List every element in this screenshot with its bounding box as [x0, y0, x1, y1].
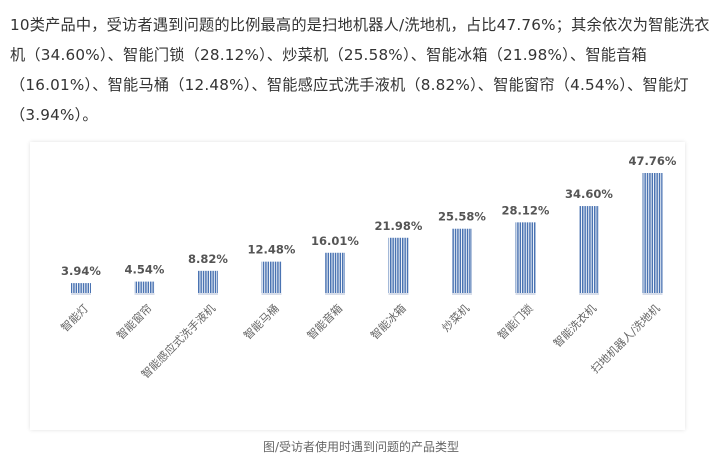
bar-shadow-4: [261, 293, 282, 295]
category-label-5: 智能音箱: [304, 301, 345, 342]
bar-5: [325, 252, 345, 293]
bar-shadow-9: [579, 293, 599, 295]
category-label-4: 智能马桶: [241, 301, 282, 342]
bar-shadow-1: [71, 293, 91, 295]
category-label-9: 智能洗衣机: [550, 301, 599, 350]
category-label-7: 炒菜机: [439, 301, 472, 334]
bar-shadow-5: [325, 293, 345, 295]
bar-9: [579, 206, 599, 293]
value-label-2: 4.54%: [125, 263, 165, 277]
bar-shadow-2: [134, 293, 155, 295]
bar-10: [642, 173, 663, 293]
value-label-10: 47.76%: [629, 154, 677, 168]
bar-shadow-8: [515, 293, 536, 295]
value-label-5: 16.01%: [311, 234, 359, 248]
bar-7: [452, 228, 472, 293]
bar-3: [198, 270, 218, 293]
bar-8: [515, 222, 536, 293]
value-label-3: 8.82%: [188, 252, 228, 266]
bar-6: [388, 237, 409, 293]
bar-shadow-3: [198, 293, 218, 295]
value-label-6: 21.98%: [375, 219, 423, 233]
bar-shadow-6: [388, 293, 409, 295]
bar-2: [134, 281, 155, 293]
bar-shadow-7: [452, 293, 472, 295]
category-label-1: 智能灯: [58, 301, 91, 334]
value-label-4: 12.48%: [248, 243, 296, 257]
chart-container: 3.94% 4.54% 8.82% 12.48% 16.01% 21.98% 25.58% 2…: [30, 142, 685, 430]
value-label-9: 34.60%: [565, 187, 613, 201]
figure-caption: 图/受访者使用时遇到问题的产品类型: [262, 440, 460, 454]
value-labels-group: 3.94% 4.54% 8.82% 12.48% 16.01% 21.98% 25.58% 2…: [61, 154, 677, 278]
category-label-6: 智能冰箱: [368, 301, 409, 342]
value-label-7: 25.58%: [438, 210, 486, 224]
category-label-10: 扫地机器人/洗地机: [588, 301, 663, 376]
bars-group: [71, 173, 663, 295]
value-label-1: 3.94%: [61, 264, 101, 278]
bar-4: [261, 261, 282, 293]
bar-1: [71, 283, 91, 293]
summary-paragraph: 10类产品中，受访者遇到问题的比例最高的是扫地机器人/洗地机，占比47.76%；…: [10, 16, 710, 124]
bar-chart: 3.94% 4.54% 8.82% 12.48% 16.01% 21.98% 25.58% 2…: [58, 154, 677, 381]
category-label-2: 智能窗帘: [114, 301, 155, 342]
value-label-8: 28.12%: [502, 203, 550, 217]
category-label-8: 智能门锁: [495, 301, 536, 342]
bar-shadow-10: [642, 293, 663, 295]
